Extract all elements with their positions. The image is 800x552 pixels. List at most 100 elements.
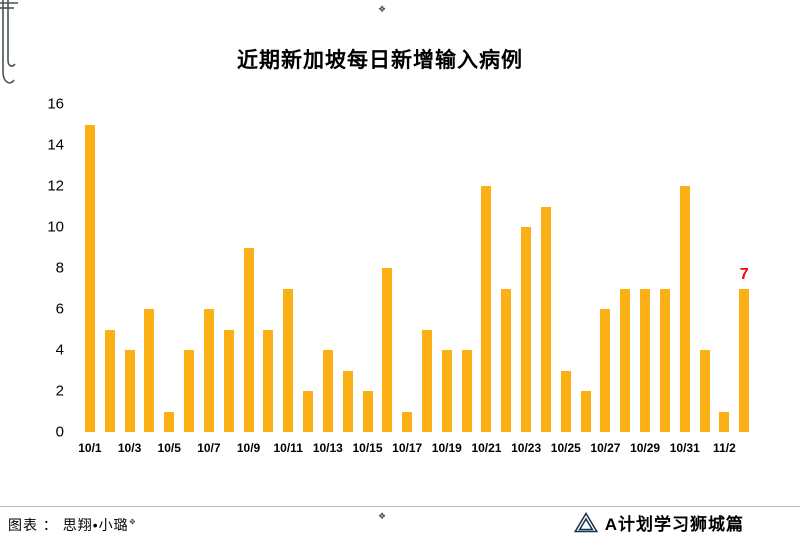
bar-10/17 bbox=[402, 411, 413, 432]
bar-slot bbox=[219, 104, 239, 432]
brand-label: A计划学习狮城篇 bbox=[604, 515, 744, 534]
bar-slot: 10/15 bbox=[352, 104, 383, 455]
bar-10/10 bbox=[263, 329, 274, 432]
bar-slot: 10/3 bbox=[118, 104, 141, 455]
x-tick-label: 10/9 bbox=[236, 441, 261, 455]
footer-credit-label: 图表 ： 思翔•小璐 bbox=[8, 517, 129, 533]
bar-slot bbox=[139, 104, 159, 432]
bar-10/22 bbox=[501, 288, 512, 432]
bar-slot: 10/9 bbox=[237, 104, 260, 455]
x-tick-label: 10/1 bbox=[78, 441, 102, 455]
top-center-ornament: ❖ bbox=[378, 4, 387, 14]
x-tick-label: 10/21 bbox=[471, 441, 502, 455]
bar-slot: 10/21 bbox=[471, 104, 501, 455]
x-tick-label: 10/3 bbox=[117, 441, 142, 455]
bar-10/5 bbox=[164, 411, 175, 432]
bar-10/2 bbox=[104, 329, 115, 432]
bar-slot: 10/31 bbox=[670, 104, 700, 455]
x-tick-label: 10/23 bbox=[511, 441, 542, 455]
bar-slot bbox=[496, 104, 516, 432]
bar-10/28 bbox=[620, 288, 631, 432]
bar-slot bbox=[338, 104, 358, 432]
bar-slot bbox=[417, 104, 437, 432]
bar-slot bbox=[377, 104, 397, 432]
decorative-border-corner bbox=[0, 0, 18, 84]
y-tick-label: 2 bbox=[55, 382, 64, 400]
bar-slot: 11/2 bbox=[713, 104, 736, 455]
bar-slot: 10/7 bbox=[197, 104, 221, 455]
x-tick-label: 10/7 bbox=[197, 441, 221, 455]
x-tick-label: 10/13 bbox=[312, 441, 343, 455]
bar-10/20 bbox=[461, 350, 472, 432]
bar-slot bbox=[615, 104, 635, 432]
x-tick-label: 10/27 bbox=[590, 441, 621, 455]
bar-10/31 bbox=[679, 186, 690, 432]
x-tick-label: 10/11 bbox=[273, 441, 303, 455]
bar-10/27 bbox=[600, 309, 611, 432]
plot-area: 10/1 10/3 10/5 10/7 10/9 10/11 10/13 10/15 10/17… bbox=[78, 104, 754, 455]
bar-10/21 bbox=[481, 186, 492, 432]
bar-slot bbox=[655, 104, 675, 432]
y-tick-label: 14 bbox=[47, 136, 64, 154]
bar-slot bbox=[179, 104, 199, 432]
brand-lockup: A计划学习狮城篇 bbox=[573, 510, 744, 535]
footer-mark-ornament: ❖ bbox=[128, 517, 137, 527]
bar-slot: 10/1 bbox=[78, 104, 102, 455]
bar-slot: 10/11 bbox=[274, 104, 303, 455]
y-tick-label: 0 bbox=[55, 423, 64, 441]
y-tick-label: 10 bbox=[47, 218, 64, 236]
bar-10/29 bbox=[640, 288, 651, 432]
bar-10/19 bbox=[441, 350, 452, 432]
bar-10/4 bbox=[144, 309, 155, 432]
bar-10/30 bbox=[659, 288, 670, 432]
bar-10/24 bbox=[540, 206, 551, 432]
triangle-logo-icon bbox=[573, 512, 598, 533]
bar-11/3 bbox=[739, 288, 750, 432]
bar-slot: 10/25 bbox=[551, 104, 581, 455]
bar-10/3 bbox=[124, 350, 135, 432]
bar-slot bbox=[536, 104, 556, 432]
footer-credit: 图表 ： 思翔•小璐❖ bbox=[8, 515, 137, 535]
bar-slot bbox=[298, 104, 318, 432]
bar-10/25 bbox=[560, 370, 571, 432]
y-tick-label: 6 bbox=[55, 300, 64, 318]
y-tick-label: 4 bbox=[55, 341, 64, 359]
x-tick-label: 10/25 bbox=[550, 441, 581, 455]
bar-10/6 bbox=[184, 350, 195, 432]
x-tick-label: 10/17 bbox=[392, 441, 423, 455]
y-tick-label: 16 bbox=[47, 95, 64, 113]
footer-divider bbox=[0, 506, 800, 507]
x-tick-label: 10/29 bbox=[630, 441, 661, 455]
bar-10/9 bbox=[243, 247, 254, 432]
x-tick-label: 10/31 bbox=[669, 441, 700, 455]
bar-slot bbox=[258, 104, 278, 432]
bar-10/12 bbox=[303, 391, 314, 432]
bar-slot bbox=[576, 104, 596, 432]
bar-series: 10/1 10/3 10/5 10/7 10/9 10/11 10/13 10/15 10/17… bbox=[78, 104, 754, 455]
bar-10/15 bbox=[362, 391, 373, 432]
x-tick-label: 10/15 bbox=[352, 441, 383, 455]
y-axis: 0 2 4 6 8 10 12 14 16 bbox=[30, 96, 72, 441]
x-tick-label: 10/19 bbox=[431, 441, 462, 455]
bar-10/23 bbox=[521, 227, 532, 432]
y-tick-label: 8 bbox=[55, 259, 64, 277]
x-tick-label: 11/2 bbox=[713, 441, 736, 455]
bar-10/26 bbox=[580, 391, 591, 432]
bar-slot bbox=[695, 104, 715, 432]
bar-slot: 10/17 bbox=[392, 104, 422, 455]
bar-slot: 10/23 bbox=[511, 104, 541, 455]
bar-slot: 10/19 bbox=[432, 104, 462, 455]
bar-slot: 10/29 bbox=[630, 104, 660, 455]
bar-slot: 7 bbox=[734, 104, 754, 432]
y-tick-label: 12 bbox=[47, 177, 64, 195]
bar-10/18 bbox=[421, 329, 432, 432]
bar-10/14 bbox=[342, 370, 353, 432]
bar-10/1 bbox=[84, 124, 95, 432]
data-label-annotation: 7 bbox=[739, 265, 749, 283]
bar-slot bbox=[100, 104, 120, 432]
bar-10/11 bbox=[283, 288, 294, 432]
bar-slot: 10/13 bbox=[313, 104, 343, 455]
bar-11/2 bbox=[719, 411, 730, 432]
chart-title: 近期新加坡每日新增输入病例 bbox=[237, 49, 523, 72]
